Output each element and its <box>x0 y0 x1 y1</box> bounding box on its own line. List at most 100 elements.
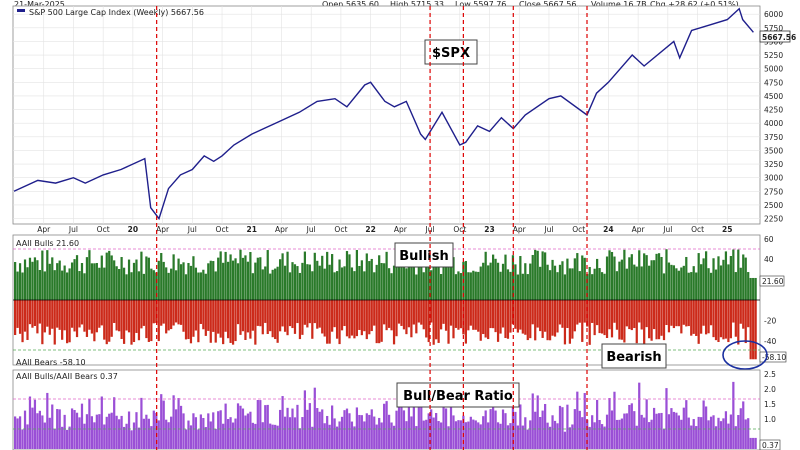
bears-bar <box>279 300 282 332</box>
bulls-bar <box>605 256 609 300</box>
bears-bar <box>652 300 656 330</box>
bulls-bar <box>222 262 225 300</box>
ratio-bar <box>697 416 700 449</box>
x-tick-label: Oct <box>216 225 229 234</box>
bulls-bar <box>422 272 425 300</box>
bulls-bar <box>444 258 448 300</box>
bulls-bar <box>435 252 438 300</box>
ratio-bar <box>340 416 344 449</box>
ratio-bar <box>51 404 54 449</box>
bulls-bar <box>182 262 185 300</box>
ratio-bar <box>487 422 490 449</box>
bulls-bar <box>378 255 381 300</box>
bulls-bar <box>539 266 542 300</box>
bears-bar <box>251 300 254 331</box>
bulls-bar <box>323 268 326 300</box>
ratio-bar <box>660 412 663 449</box>
ratio-bar <box>729 414 732 449</box>
bulls-bar <box>241 257 245 300</box>
ratio-bar <box>85 414 89 449</box>
ratio-bar <box>75 412 79 449</box>
ratio-bar <box>380 422 383 449</box>
bulls-bar <box>231 260 235 300</box>
bull-bear-ratio-panel: 2.52.01.51.0 AAII Bulls/AAII Bears 0.37 … <box>12 369 781 450</box>
ratio-bar <box>95 414 98 449</box>
bears-bar <box>635 300 638 344</box>
bulls-bar <box>652 260 656 300</box>
bears-bar <box>719 300 723 338</box>
bulls-bar <box>593 268 596 300</box>
bears-bar <box>306 300 309 328</box>
bulls-bar <box>321 255 324 300</box>
bulls-bar <box>442 258 445 300</box>
bulls-bar <box>581 255 584 300</box>
ratio-bar <box>90 416 94 449</box>
bulls-bar <box>457 271 460 300</box>
bears-bar <box>95 300 98 333</box>
ratio-bar <box>521 425 524 449</box>
bears-bar <box>150 300 153 342</box>
bears-bar <box>620 300 624 340</box>
bulls-bar <box>110 255 113 300</box>
ratio-bar <box>26 424 29 449</box>
bears-bar <box>63 300 66 331</box>
bears-bar <box>98 300 101 328</box>
price-tick-label: 3750 <box>764 133 783 142</box>
price-tick-label: 2750 <box>764 187 783 196</box>
bulls-bar <box>739 267 742 300</box>
bears-bar <box>677 300 680 327</box>
price-tick-label: 2250 <box>764 215 783 224</box>
spx-last-value-box <box>759 30 791 43</box>
ratio-bar <box>591 415 594 449</box>
bears-bar <box>296 300 299 324</box>
ratio-bar <box>140 397 143 449</box>
bears-bar <box>83 300 86 332</box>
bulls-bar <box>410 259 413 300</box>
bears-bar <box>519 300 522 330</box>
spx-price-panel: 2250 2500 2750 3000 3250 3500 3750 4000 4250 4500… <box>12 5 796 225</box>
ratio-bar <box>732 381 735 449</box>
bears-bar <box>586 300 589 327</box>
bulls-last-value: 21.60 <box>762 277 784 286</box>
bulls-bar <box>308 264 311 300</box>
bulls-bar <box>283 265 287 300</box>
bears-bar <box>583 300 586 323</box>
bulls-bar <box>591 274 594 300</box>
bears-bar <box>427 300 430 343</box>
ratio-bar <box>556 423 559 449</box>
ratio-bar <box>23 410 27 449</box>
ratio-bar <box>53 428 56 449</box>
ratio-bar <box>558 405 562 449</box>
bears-bar <box>650 300 653 341</box>
ratio-bar <box>256 400 259 449</box>
bears-bar <box>118 300 121 332</box>
ratio-bar <box>407 404 411 449</box>
bulls-bar <box>115 266 118 300</box>
ratio-bar <box>472 419 475 449</box>
bulls-bar <box>316 260 319 300</box>
ratio-bar <box>650 419 653 449</box>
bears-bar <box>491 300 495 329</box>
bears-bar <box>511 300 515 324</box>
bears-bar <box>103 300 106 340</box>
bears-highlight-circle <box>722 340 768 370</box>
bears-bar <box>266 300 269 334</box>
bears-bar <box>167 300 170 331</box>
bulls-legend: AAII Bulls 21.60 <box>16 239 79 248</box>
bulls-bar <box>526 274 529 300</box>
bears-bar <box>246 300 250 333</box>
bears-bar <box>199 300 202 324</box>
bulls-bar <box>281 253 284 300</box>
ratio-bar <box>343 410 346 449</box>
bears-bar <box>179 300 183 325</box>
bears-bar <box>593 300 596 336</box>
bears-bar <box>177 300 180 325</box>
bulls-bar <box>90 263 94 300</box>
bears-bar <box>70 300 74 328</box>
bulls-bar <box>68 268 71 300</box>
ratio-bar <box>392 425 396 449</box>
bulls-bar <box>722 259 725 300</box>
bears-bar <box>365 300 368 340</box>
bears-bar <box>625 300 628 327</box>
ratio-bar <box>737 415 740 449</box>
